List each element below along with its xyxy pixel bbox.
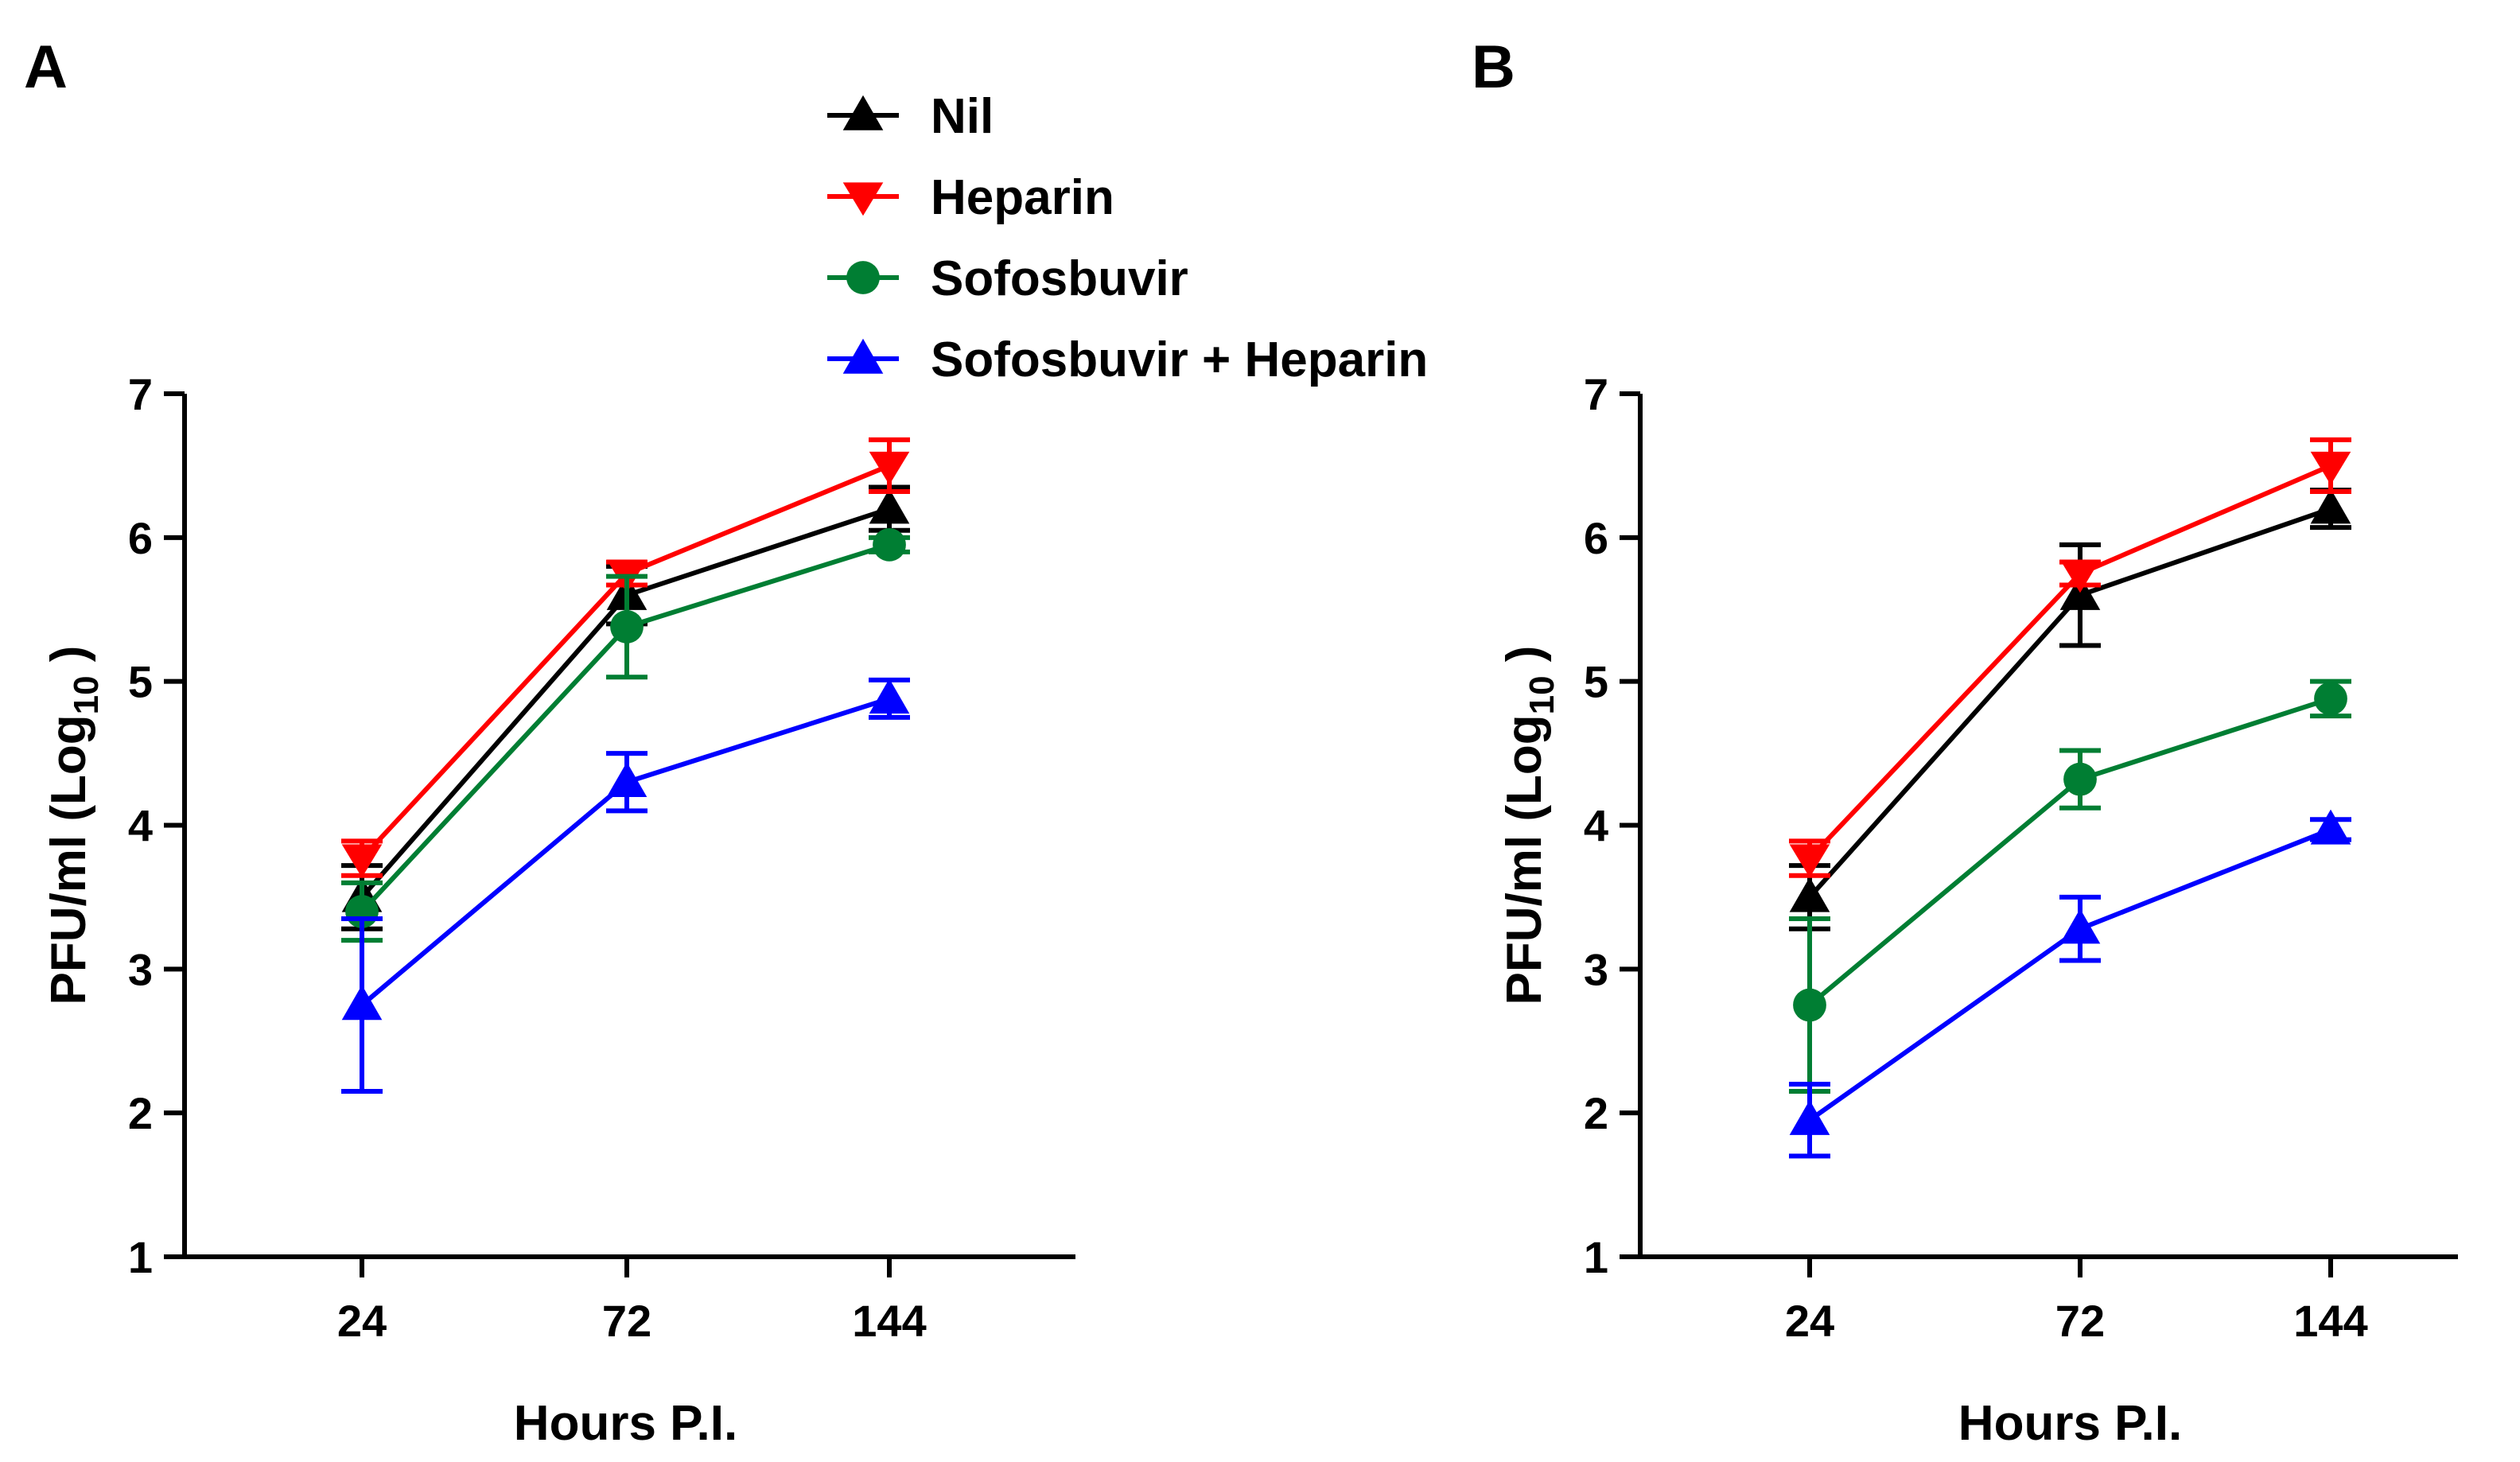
data-point xyxy=(2314,682,2347,716)
data-point xyxy=(1789,877,1830,912)
data-point xyxy=(1789,1099,1830,1135)
data-point xyxy=(1789,844,1830,878)
legend-item-sofosbuvir: Sofosbuvir xyxy=(827,251,1188,306)
x-axis-title: Hours P.I. xyxy=(1958,1396,2182,1451)
series-nil xyxy=(341,484,910,931)
legend-label: Heparin xyxy=(931,170,1114,225)
legend-marker xyxy=(842,95,884,130)
y-axis-title: PFU/ml (Log10 ) xyxy=(41,646,106,1005)
y-tick-label: 2 xyxy=(1584,1088,1608,1138)
x-tick-label: 144 xyxy=(2293,1296,2367,1346)
y-tick-label: 7 xyxy=(128,369,153,419)
series-nil xyxy=(1789,488,2351,931)
legend-label: Nil xyxy=(931,89,994,144)
x-tick-label: 24 xyxy=(1785,1296,1834,1346)
panel-b: B 1 2 3 4 5 6 7 24 72 144 Hours P.I. PFU/ml (Log10 ) xyxy=(1472,33,2458,1451)
panel-letter: A xyxy=(24,33,68,101)
y-tick-label: 6 xyxy=(128,513,153,563)
data-point xyxy=(610,610,644,644)
legend-item-heparin: Heparin xyxy=(827,170,1114,225)
legend-label: Sofosbuvir xyxy=(931,251,1188,306)
series-heparin xyxy=(341,437,910,878)
data-point xyxy=(869,451,910,485)
series-line xyxy=(1807,463,2332,861)
panel-a: A 1 2 3 4 5 6 7 24 72 144 Hours P.I. PFU/ml (Log10 ) xyxy=(24,33,1075,1451)
data-point xyxy=(341,844,383,878)
series-line xyxy=(1808,827,2332,1122)
legend-marker xyxy=(842,182,884,216)
series-sofosbuvir-heparin xyxy=(341,677,910,1095)
legend: Nil Heparin Sofosbuvir Sofosbuvir + Heparin xyxy=(827,89,1428,387)
data-point xyxy=(2310,809,2351,845)
y-tick-label: 2 xyxy=(128,1088,153,1138)
legend-item-nil: Nil xyxy=(827,89,994,144)
y-tick-label: 6 xyxy=(1584,513,1608,563)
data-point xyxy=(606,761,648,797)
x-tick-label: 144 xyxy=(852,1296,926,1346)
legend-label: Sofosbuvir + Heparin xyxy=(931,332,1428,387)
series-line xyxy=(360,696,890,1007)
y-tick-label: 1 xyxy=(1584,1232,1608,1282)
data-point xyxy=(2059,908,2101,944)
y-tick-label: 4 xyxy=(128,801,153,851)
legend-item-sofosbuvir-heparin: Sofosbuvir + Heparin xyxy=(827,332,1428,387)
data-point xyxy=(2059,559,2101,593)
data-point xyxy=(1793,988,1826,1022)
x-axis-title: Hours P.I. xyxy=(514,1396,737,1451)
data-point xyxy=(869,488,910,524)
data-point xyxy=(341,985,383,1021)
y-tick-label: 3 xyxy=(1584,944,1608,994)
data-point xyxy=(2310,451,2351,485)
legend-marker xyxy=(846,261,880,294)
series-sofosbuvir xyxy=(1789,679,2351,1095)
x-tick-label: 24 xyxy=(337,1296,387,1346)
x-tick-label: 72 xyxy=(2055,1296,2105,1346)
data-point xyxy=(873,527,906,562)
data-point xyxy=(2063,762,2097,796)
data-point xyxy=(869,679,910,714)
y-tick-label: 7 xyxy=(1584,369,1608,419)
legend-marker xyxy=(842,338,884,374)
data-point xyxy=(2310,488,2351,524)
y-tick-label: 5 xyxy=(1584,657,1608,707)
series-sofosbuvir-heparin xyxy=(1789,809,2351,1159)
series-sofosbuvir xyxy=(341,527,910,943)
series-heparin xyxy=(1789,437,2351,878)
y-tick-label: 3 xyxy=(128,944,153,994)
y-tick-label: 1 xyxy=(128,1232,153,1282)
y-tick-label: 4 xyxy=(1584,801,1608,851)
y-tick-label: 5 xyxy=(128,657,153,707)
y-axis-title: PFU/ml (Log10 ) xyxy=(1497,646,1561,1005)
panel-letter: B xyxy=(1472,33,1515,101)
x-tick-label: 72 xyxy=(602,1296,651,1346)
